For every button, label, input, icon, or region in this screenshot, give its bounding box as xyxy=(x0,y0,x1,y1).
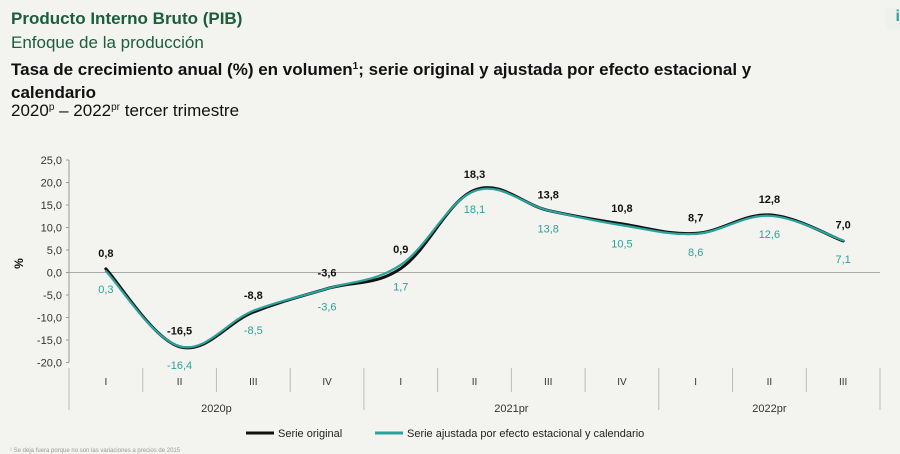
data-label-original: 0,9 xyxy=(393,244,408,256)
x-tick-label: IV xyxy=(322,377,332,388)
x-tick-label: I xyxy=(694,377,697,388)
x-tick-label: III xyxy=(544,377,552,388)
data-label-adjusted: 10,5 xyxy=(611,238,632,250)
data-label-adjusted: 7,1 xyxy=(835,254,850,266)
data-label-original: 18,3 xyxy=(464,169,485,181)
x-tick-label: III xyxy=(249,377,257,388)
data-label-adjusted: -8,5 xyxy=(244,325,263,337)
x-tick-label: III xyxy=(839,377,847,388)
data-label-adjusted: -16,4 xyxy=(167,360,192,372)
data-label-original: -16,5 xyxy=(167,325,192,337)
x-tick-label: II xyxy=(472,377,478,388)
data-label-original: 13,8 xyxy=(538,189,559,201)
data-label-original: -3,6 xyxy=(318,268,337,280)
y-tick-label: 10,0 xyxy=(41,223,62,235)
legend-label-adjusted: Serie ajustada por efecto estacional y c… xyxy=(407,428,644,440)
year-label: 2022pr xyxy=(752,403,787,415)
y-tick-label: -20,0 xyxy=(37,358,62,370)
y-tick-label: 15,0 xyxy=(41,200,62,212)
y-tick-label: 0,0 xyxy=(47,268,62,280)
footnote: ¹ Se deja fuera porque no son las variac… xyxy=(10,448,181,454)
data-label-adjusted: 13,8 xyxy=(538,223,559,235)
year-label: 2021pr xyxy=(494,403,529,415)
data-label-original: 0,8 xyxy=(98,248,113,260)
x-tick-label: I xyxy=(104,377,107,388)
x-tick-label: I xyxy=(399,377,402,388)
data-label-original: 8,7 xyxy=(688,212,703,224)
page-subtitle: Enfoque de la producción xyxy=(11,33,204,52)
period-end: 2022 xyxy=(73,101,112,120)
info-icon[interactable]: i xyxy=(886,8,900,30)
data-label-adjusted: 0,3 xyxy=(98,284,113,296)
y-tick-label: -5,0 xyxy=(43,290,62,302)
y-tick-label: 5,0 xyxy=(47,245,62,257)
legend-label-original: Serie original xyxy=(278,428,342,440)
y-tick-label: -10,0 xyxy=(37,313,62,325)
chart-title: Tasa de crecimiento anual (%) en volumen… xyxy=(11,55,831,104)
page-title: Producto Interno Bruto (PIB) xyxy=(11,9,243,28)
chart-title-main: Tasa de crecimiento anual (%) en volumen xyxy=(11,60,353,79)
year-label: 2020p xyxy=(201,403,232,415)
y-tick-label: 25,0 xyxy=(41,155,62,167)
data-label-adjusted: 1,7 xyxy=(393,281,408,293)
y-tick-label: -15,0 xyxy=(37,335,62,347)
chart-period: 2020p – 2022pr tercer trimestre xyxy=(11,101,239,121)
x-tick-label: II xyxy=(767,377,773,388)
data-label-adjusted: 18,1 xyxy=(464,204,485,216)
chart-title-rest: ; serie original y ajustada por efecto e… xyxy=(11,60,752,102)
data-label-adjusted: 8,6 xyxy=(688,247,703,259)
data-label-original: -8,8 xyxy=(244,290,263,302)
period-start: 2020 xyxy=(11,101,49,120)
data-label-original: 12,8 xyxy=(759,194,780,206)
chart-title-footnote-mark: 1 xyxy=(352,61,359,72)
period-rest: tercer trimestre xyxy=(120,101,240,120)
data-label-original: 7,0 xyxy=(835,220,850,232)
x-tick-label: II xyxy=(177,377,183,388)
data-label-adjusted: -3,6 xyxy=(318,302,337,314)
data-label-original: 10,8 xyxy=(611,203,632,215)
data-label-adjusted: 12,6 xyxy=(759,229,780,241)
period-start-sup: p xyxy=(48,102,55,113)
series-line-adjusted xyxy=(104,187,845,349)
x-tick-label: IV xyxy=(617,377,627,388)
y-axis-label: % xyxy=(12,258,26,269)
period-end-sup: pr xyxy=(111,102,121,113)
y-tick-label: 20,0 xyxy=(41,178,62,190)
period-separator: – xyxy=(54,101,74,120)
